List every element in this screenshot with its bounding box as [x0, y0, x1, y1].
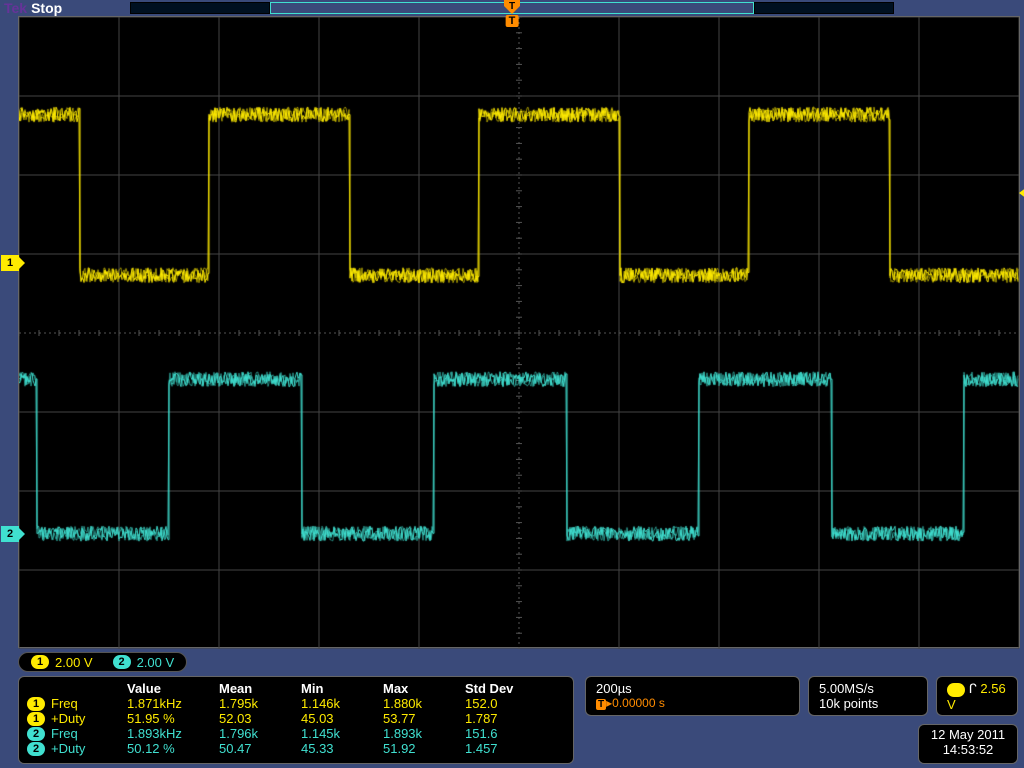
measurement-label: 2+Duty	[27, 741, 127, 756]
measurement-ch-badge: 2	[27, 727, 45, 741]
measurement-row: 1+Duty51.95 %52.0345.0353.771.787	[27, 711, 565, 726]
acquisition-status: Stop	[27, 0, 62, 16]
measurement-row: 2+Duty50.12 %50.4745.3351.921.457	[27, 741, 565, 756]
brand-logo: Tek	[0, 0, 27, 16]
measurement-max: 1.880k	[383, 696, 465, 711]
ch2-scale-badge[interactable]: 2 2.00 V	[113, 655, 175, 670]
measurement-label: 2Freq	[27, 726, 127, 741]
measurement-max: 53.77	[383, 711, 465, 726]
measurement-value: 50.12 %	[127, 741, 219, 756]
timebase-position: T▸0.00000 s	[596, 696, 789, 710]
measurements-panel: ValueMeanMinMaxStd Dev 1Freq1.871kHz1.79…	[18, 676, 574, 764]
sample-rate: 5.00MS/s	[819, 681, 917, 696]
measurement-row: 2Freq1.893kHz1.796k1.145k1.893k151.6	[27, 726, 565, 741]
ch1-scale-badge[interactable]: 1 2.00 V	[31, 655, 93, 670]
measurement-min: 1.145k	[301, 726, 383, 741]
trigger-level-marker[interactable]	[1019, 187, 1024, 199]
date-label: 12 May 2011	[923, 727, 1013, 742]
measurement-mean: 52.03	[219, 711, 301, 726]
meas-column-header	[27, 681, 127, 696]
trigger-ch-badge: 1	[947, 683, 965, 697]
measurement-max: 1.893k	[383, 726, 465, 741]
measurement-stddev: 1.787	[465, 711, 547, 726]
measurement-ch-badge: 2	[27, 742, 45, 756]
measurement-mean: 1.796k	[219, 726, 301, 741]
ch2-scale: 2.00 V	[137, 655, 175, 670]
channel-scale-bar: 1 2.00 V 2 2.00 V	[18, 652, 187, 672]
measurement-mean: 1.795k	[219, 696, 301, 711]
record-length: 10k points	[819, 696, 917, 711]
svg-text:T: T	[509, 1, 515, 12]
measurement-max: 51.92	[383, 741, 465, 756]
ch1-ground-marker[interactable]: 1	[1, 255, 19, 271]
measurement-label: 1+Duty	[27, 711, 127, 726]
measurement-min: 45.03	[301, 711, 383, 726]
measurement-stddev: 1.457	[465, 741, 547, 756]
measurement-row: 1Freq1.871kHz1.795k1.146k1.880k152.0	[27, 696, 565, 711]
measurement-label: 1Freq	[27, 696, 127, 711]
waveform-display[interactable]: 1 2	[18, 16, 1020, 648]
measurement-min: 1.146k	[301, 696, 383, 711]
measurement-stddev: 151.6	[465, 726, 547, 741]
meas-column-header: Std Dev	[465, 681, 547, 696]
waveform-canvas	[19, 17, 1019, 647]
measurement-stddev: 152.0	[465, 696, 547, 711]
meas-column-header: Min	[301, 681, 383, 696]
ch1-scale: 2.00 V	[55, 655, 93, 670]
measurements-header: ValueMeanMinMaxStd Dev	[27, 681, 565, 696]
meas-column-header: Mean	[219, 681, 301, 696]
trigger-panel[interactable]: 1 ᒋ 2.56 V	[936, 676, 1018, 716]
measurement-min: 45.33	[301, 741, 383, 756]
datetime-panel: 12 May 2011 14:53:52	[918, 724, 1018, 764]
ch2-badge-icon: 2	[113, 655, 131, 669]
measurement-ch-badge: 1	[27, 712, 45, 726]
ch2-ground-marker[interactable]: 2	[1, 526, 19, 542]
measurement-value: 1.871kHz	[127, 696, 219, 711]
trigger-t-badge: T	[506, 15, 519, 27]
measurement-mean: 50.47	[219, 741, 301, 756]
trigger-edge-icon: ᒋ	[969, 681, 977, 696]
measurement-ch-badge: 1	[27, 697, 45, 711]
measurement-value: 1.893kHz	[127, 726, 219, 741]
ch1-badge-icon: 1	[31, 655, 49, 669]
sample-rate-panel[interactable]: 5.00MS/s 10k points	[808, 676, 928, 716]
trigger-position-marker[interactable]: T	[504, 0, 520, 14]
measurement-value: 51.95 %	[127, 711, 219, 726]
time-label: 14:53:52	[923, 742, 1013, 757]
meas-column-header: Max	[383, 681, 465, 696]
meas-column-header: Value	[127, 681, 219, 696]
timebase-scale: 200µs	[596, 681, 789, 696]
timebase-panel[interactable]: 200µs T▸0.00000 s	[585, 676, 800, 716]
